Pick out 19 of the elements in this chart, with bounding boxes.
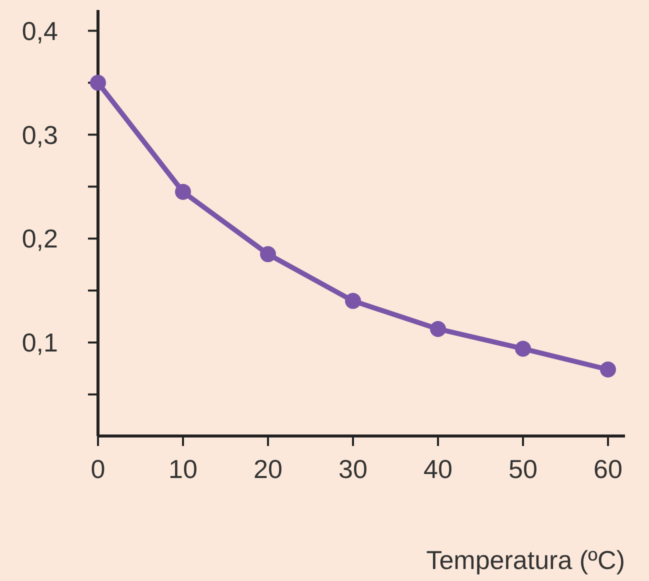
x-tick-label: 30 — [338, 454, 368, 484]
x-tick-label: 10 — [168, 454, 198, 484]
x-axis-title: Temperatura (ºC) — [426, 545, 625, 575]
x-tick-label: 50 — [508, 454, 538, 484]
x-tick-label: 20 — [254, 454, 282, 484]
point — [260, 246, 276, 262]
x-tick-label: 0 — [90, 454, 106, 484]
point — [515, 340, 531, 357]
point — [600, 362, 616, 378]
point — [90, 74, 106, 91]
x-tick-label: 40 — [424, 454, 452, 484]
point — [345, 292, 361, 309]
point — [175, 184, 191, 200]
point — [430, 320, 446, 337]
y-tick-label: 0,4 — [22, 16, 58, 46]
x-tick-label: 60 — [594, 454, 622, 484]
y-tick-label: 0,2 — [22, 224, 58, 254]
y-tick-label: 0,3 — [22, 120, 58, 150]
y-tick-label: 0,1 — [22, 328, 58, 358]
